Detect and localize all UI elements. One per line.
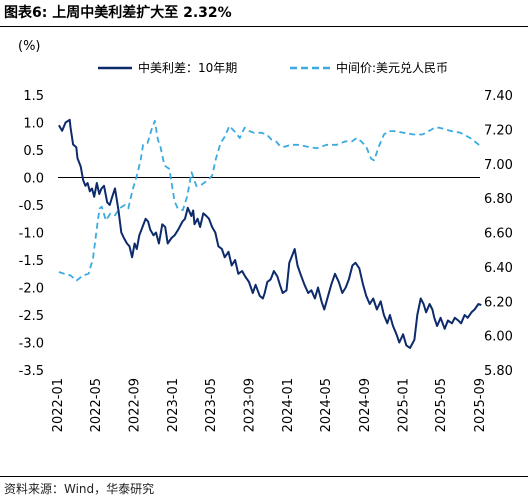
left-axis-tick-label: -3.0	[19, 337, 44, 352]
legend: 中美利差：10年期 中间价:美元兑人民币	[98, 60, 448, 75]
series-line-usdcny	[58, 119, 482, 282]
x-axis-tick-label: 2022-05	[89, 378, 104, 432]
right-axis-tick-label: 6.60	[484, 227, 513, 242]
source-note: 资料来源：Wind，华泰研究	[4, 482, 155, 496]
right-axis-tick-label: 6.00	[484, 330, 513, 345]
left-axis-ticks: 1.5 1.0 0.5 0.0 -0.5 -1.0 -1.5 -2.0 -2.5 -3.0 -3.5	[19, 89, 44, 379]
left-axis-tick-label: 0.0	[23, 172, 44, 187]
left-axis-tick-label: 0.5	[23, 144, 44, 159]
x-axis-tick-label: 2025-05	[434, 378, 449, 432]
x-axis-tick-label: 2022-01	[51, 378, 66, 432]
left-axis-tick-label: -0.5	[19, 199, 44, 214]
x-axis-tick-label: 2025-09	[473, 378, 488, 432]
x-axis-tick-label: 2023-09	[243, 378, 258, 432]
left-axis-tick-label: 1.0	[23, 117, 44, 132]
right-axis-tick-label: 7.40	[484, 89, 513, 104]
figure-title: 图表6: 上周中美利差扩大至 2.32%	[4, 5, 232, 21]
x-axis-tick-label: 2023-01	[166, 378, 181, 432]
left-axis-tick-label: 1.5	[23, 89, 44, 104]
dual-axis-line-chart: 1.5 1.0 0.5 0.0 -0.5 -1.0 -1.5 -2.0 -2.5 -3.0 -3.5…	[18, 39, 513, 432]
x-axis-tick-label: 2022-09	[128, 378, 143, 432]
left-axis-tick-label: -1.0	[19, 227, 44, 242]
right-axis-tick-label: 6.20	[484, 295, 513, 310]
x-axis-tick-label: 2024-05	[319, 378, 334, 432]
x-axis-tick-label: 2024-01	[281, 378, 296, 432]
right-axis-tick-label: 7.00	[484, 158, 513, 173]
legend-label-usdcny: 中间价:美元兑人民币	[336, 60, 448, 75]
right-axis-tick-label: 5.80	[484, 364, 513, 379]
x-axis-tick-label: 2025-01	[396, 378, 411, 432]
left-axis-tick-label: -3.5	[19, 364, 44, 379]
right-axis-tick-label: 6.80	[484, 192, 513, 207]
left-axis-tick-label: -2.0	[19, 282, 44, 297]
left-axis-tick-label: -1.5	[19, 254, 44, 269]
left-axis-unit-label: (%)	[18, 39, 41, 54]
right-axis-ticks: 7.40 7.20 7.00 6.80 6.60 6.40 6.20 6.00 5.80	[484, 89, 513, 379]
right-axis-tick-label: 7.20	[484, 123, 513, 138]
left-axis-tick-label: -2.5	[19, 309, 44, 324]
x-axis-tick-label: 2023-05	[204, 378, 219, 432]
title-divider	[0, 26, 528, 27]
x-axis-tick-label: 2024-09	[358, 378, 373, 432]
right-axis-tick-label: 6.40	[484, 261, 513, 276]
x-axis-ticks: 2022-01 2022-05 2022-09 2023-01 2023-05 2023-…	[51, 378, 488, 432]
series-line-spread	[58, 118, 482, 349]
legend-label-spread: 中美利差：10年期	[138, 60, 237, 75]
source-divider	[0, 476, 528, 477]
